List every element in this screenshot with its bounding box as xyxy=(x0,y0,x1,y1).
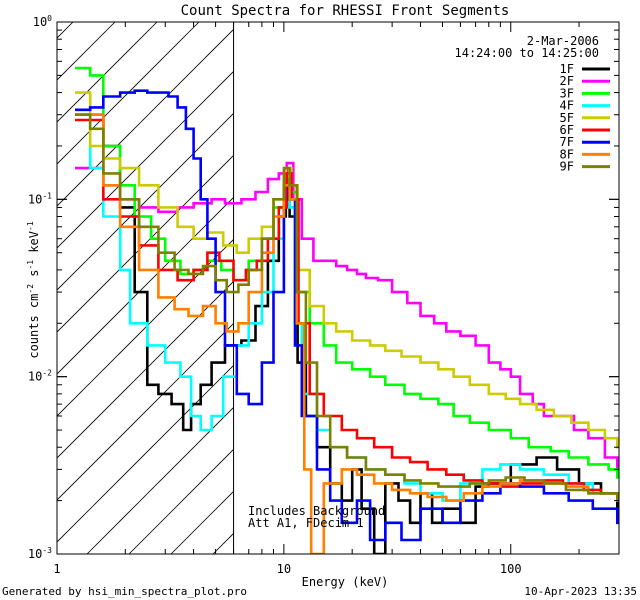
series-line-3f xyxy=(75,66,619,479)
y-tick-label: 10-1 xyxy=(28,191,52,206)
y-axis-label: counts cm-2 s-1 keV-1 xyxy=(26,221,41,358)
date-label: 2-Mar-2006 xyxy=(527,34,599,48)
series-line-9f xyxy=(75,113,619,502)
annotation-attenuator: Att A1, FDecim 1 xyxy=(248,516,364,530)
plot-frame xyxy=(56,21,620,555)
hatch-line xyxy=(86,406,234,554)
legend-label-3f: 3F xyxy=(560,86,574,100)
y-tick-label: 100 xyxy=(33,14,52,29)
hatch-line xyxy=(57,112,234,291)
x-tick-label: 10 xyxy=(277,562,291,576)
series-line-8f xyxy=(75,113,619,554)
hatch-line xyxy=(57,364,234,543)
annotation-background: Includes Background xyxy=(248,504,385,518)
series-line-5f xyxy=(75,91,619,449)
time-range-label: 14:24:00 to 14:25:00 xyxy=(455,46,600,60)
hatch-line xyxy=(57,22,200,165)
legend-label-7f: 7F xyxy=(560,135,574,149)
legend-label-8f: 8F xyxy=(560,147,574,161)
y-tick-label: 10-2 xyxy=(28,369,52,384)
hatch-line xyxy=(128,448,234,554)
legend-label-4f: 4F xyxy=(560,99,574,113)
series-lines xyxy=(75,66,619,554)
hatch-line xyxy=(57,28,234,207)
hatch-line xyxy=(57,70,234,249)
legend-label-2f: 2F xyxy=(560,74,574,88)
hatch-line xyxy=(57,22,158,123)
x-axis: 1 10 100 xyxy=(53,22,620,576)
plot-timestamp: 10-Apr-2023 13:35 xyxy=(524,585,637,598)
chart-title: Count Spectra for RHESSI Front Segments xyxy=(181,3,510,19)
hatch-line xyxy=(57,238,234,417)
x-tick-label: 1 xyxy=(53,562,60,576)
y-axis: 100 10-1 10-2 10-3 xyxy=(28,14,619,561)
hatch-line xyxy=(57,154,234,333)
legend-label-1f: 1F xyxy=(560,62,574,76)
hatch-line xyxy=(57,196,234,375)
hatch-line xyxy=(57,322,234,501)
x-tick-label: 100 xyxy=(500,562,522,576)
legend-label-6f: 6F xyxy=(560,123,574,137)
x-axis-label: Energy (keV) xyxy=(302,575,389,589)
legend-label-9f: 9F xyxy=(560,160,574,174)
series-line-2f xyxy=(75,161,619,471)
legend-label-5f: 5F xyxy=(560,111,574,125)
generated-by-label: Generated by hsi_min_spectra_plot.pro xyxy=(2,585,247,598)
y-tick-label: 10-3 xyxy=(28,546,52,561)
